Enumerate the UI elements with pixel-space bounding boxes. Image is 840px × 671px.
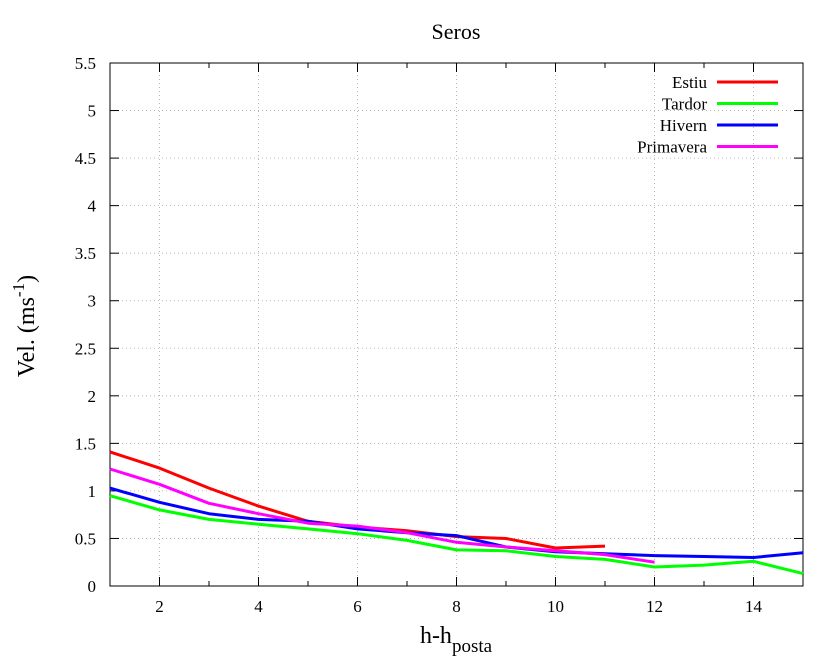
y-axis-label-end: ) [14, 275, 40, 283]
y-tick-label: 1 [88, 482, 97, 501]
x-tick-label: 8 [452, 597, 461, 616]
legend-label: Estiu [672, 73, 707, 92]
y-tick-label: 0.5 [75, 529, 96, 548]
series-line-hivern [109, 486, 804, 559]
x-axis-label-main: h-h [420, 623, 452, 649]
y-tick-label: 0 [88, 577, 97, 596]
y-axis-label-sup: -1 [9, 283, 28, 297]
series-line-primavera [109, 467, 655, 564]
x-axis-label: h-hposta [420, 623, 493, 657]
legend-label: Hivern [660, 116, 708, 135]
y-tick-label: 3.5 [75, 244, 96, 263]
y-tick-label: 5.5 [75, 54, 96, 73]
x-tick-label: 2 [155, 597, 164, 616]
x-tick-label: 6 [353, 597, 362, 616]
axis-ticks: 0 0.5 1 1.5 2 2.5 3 3.5 4 4.5 5 5.5 2 4 6 8 10 12 14 [75, 54, 804, 616]
y-tick-label: 3 [88, 292, 97, 311]
x-tick-label: 10 [547, 597, 564, 616]
y-axis-label-main: Vel. (ms [14, 297, 40, 377]
x-tick-label: 12 [646, 597, 663, 616]
x-axis-label-sub: posta [452, 636, 493, 657]
x-tick-label: 14 [745, 597, 763, 616]
chart-title: Seros [432, 19, 481, 44]
y-axis-label: Vel. (ms-1) [9, 275, 40, 377]
y-tick-label: 1.5 [75, 434, 96, 453]
legend-label: Primavera [637, 138, 707, 157]
y-tick-label: 4.5 [75, 149, 96, 168]
legend: Estiu Tardor Hivern Primavera [637, 73, 778, 157]
y-tick-label: 5 [88, 102, 97, 121]
legend-label: Tardor [662, 95, 707, 114]
series-lines [109, 450, 804, 576]
y-tick-label: 4 [88, 197, 97, 216]
series-line-tardor [109, 494, 804, 576]
y-tick-label: 2 [88, 387, 97, 406]
y-tick-label: 2.5 [75, 339, 96, 358]
x-tick-label: 4 [254, 597, 263, 616]
